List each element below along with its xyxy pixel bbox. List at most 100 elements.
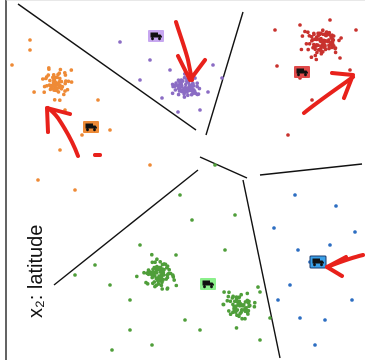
data-point (232, 305, 236, 309)
annotation-arrow (174, 20, 194, 82)
boundary-line (17, 3, 197, 131)
data-point (239, 292, 243, 297)
data-point (158, 276, 163, 280)
data-point (58, 148, 62, 152)
annotation-arrow (325, 255, 348, 278)
data-point (198, 328, 202, 332)
data-point (315, 50, 319, 55)
data-point (235, 313, 239, 318)
truck-icon (309, 255, 327, 269)
data-point (234, 326, 239, 330)
data-point (168, 68, 172, 72)
data-point (330, 41, 335, 46)
data-point (66, 79, 71, 84)
data-point (275, 64, 279, 68)
truck-icon (294, 66, 310, 78)
data-point (138, 78, 142, 82)
data-point (318, 47, 322, 52)
data-point (178, 193, 182, 197)
data-point (304, 42, 309, 46)
data-point (348, 68, 352, 72)
data-point (160, 287, 164, 291)
data-point (206, 90, 210, 94)
data-point (245, 291, 250, 296)
data-point (197, 86, 202, 91)
data-point (182, 86, 186, 91)
data-point (195, 92, 200, 97)
data-point (307, 34, 312, 38)
data-point (310, 38, 315, 42)
data-point (145, 271, 149, 276)
data-point (128, 328, 132, 332)
data-point (155, 257, 159, 262)
data-point (190, 218, 194, 222)
data-point (252, 304, 257, 309)
data-point (108, 283, 112, 287)
data-point (234, 295, 239, 299)
data-point (64, 79, 68, 83)
data-point (179, 82, 183, 86)
data-point (128, 298, 132, 302)
data-point (314, 43, 319, 47)
data-point (327, 43, 331, 48)
data-point (228, 299, 233, 304)
data-point (313, 47, 318, 51)
data-point (151, 281, 155, 286)
data-point (337, 38, 341, 43)
data-point (28, 38, 32, 42)
data-point (293, 193, 297, 197)
data-point (306, 30, 310, 34)
y-axis-label: x₂: latitude (25, 225, 47, 318)
annotation-arrow (46, 106, 80, 158)
data-point (286, 133, 290, 137)
annotation-arrow (176, 54, 207, 82)
data-point (153, 260, 157, 265)
data-point (268, 316, 272, 320)
data-point (334, 204, 338, 208)
data-point (213, 163, 217, 167)
data-point (339, 36, 343, 40)
data-point (350, 298, 354, 302)
data-point (246, 308, 251, 313)
data-point (28, 48, 32, 52)
data-point (312, 31, 316, 36)
data-point (191, 91, 195, 96)
data-point (306, 47, 311, 52)
data-point (59, 87, 64, 91)
data-point (148, 163, 152, 167)
data-point (63, 89, 67, 93)
data-point (158, 270, 163, 274)
data-point (232, 308, 237, 312)
data-point (247, 304, 251, 309)
boundary-line (205, 11, 244, 136)
data-point (58, 76, 62, 81)
data-point (158, 260, 162, 264)
data-point (329, 36, 334, 40)
data-point (324, 33, 329, 38)
data-point (183, 318, 187, 322)
data-point (172, 278, 176, 282)
data-point (148, 58, 152, 62)
annotation-arrow (45, 106, 72, 134)
data-point (233, 213, 237, 217)
data-point (273, 28, 277, 32)
truck-icon (83, 121, 99, 133)
data-point (165, 264, 170, 269)
data-point (236, 301, 241, 306)
data-point (154, 276, 159, 281)
data-point (298, 23, 302, 27)
data-point (47, 66, 51, 70)
data-point (227, 290, 231, 295)
data-point (303, 29, 307, 34)
data-point (258, 338, 262, 342)
data-point (354, 28, 358, 32)
data-point (167, 267, 171, 272)
data-point (55, 82, 60, 87)
data-point (313, 53, 318, 58)
data-point (176, 110, 180, 114)
data-point (47, 83, 52, 87)
data-point (170, 91, 175, 96)
data-point (157, 266, 161, 270)
data-point (108, 128, 112, 132)
data-point (333, 50, 338, 55)
